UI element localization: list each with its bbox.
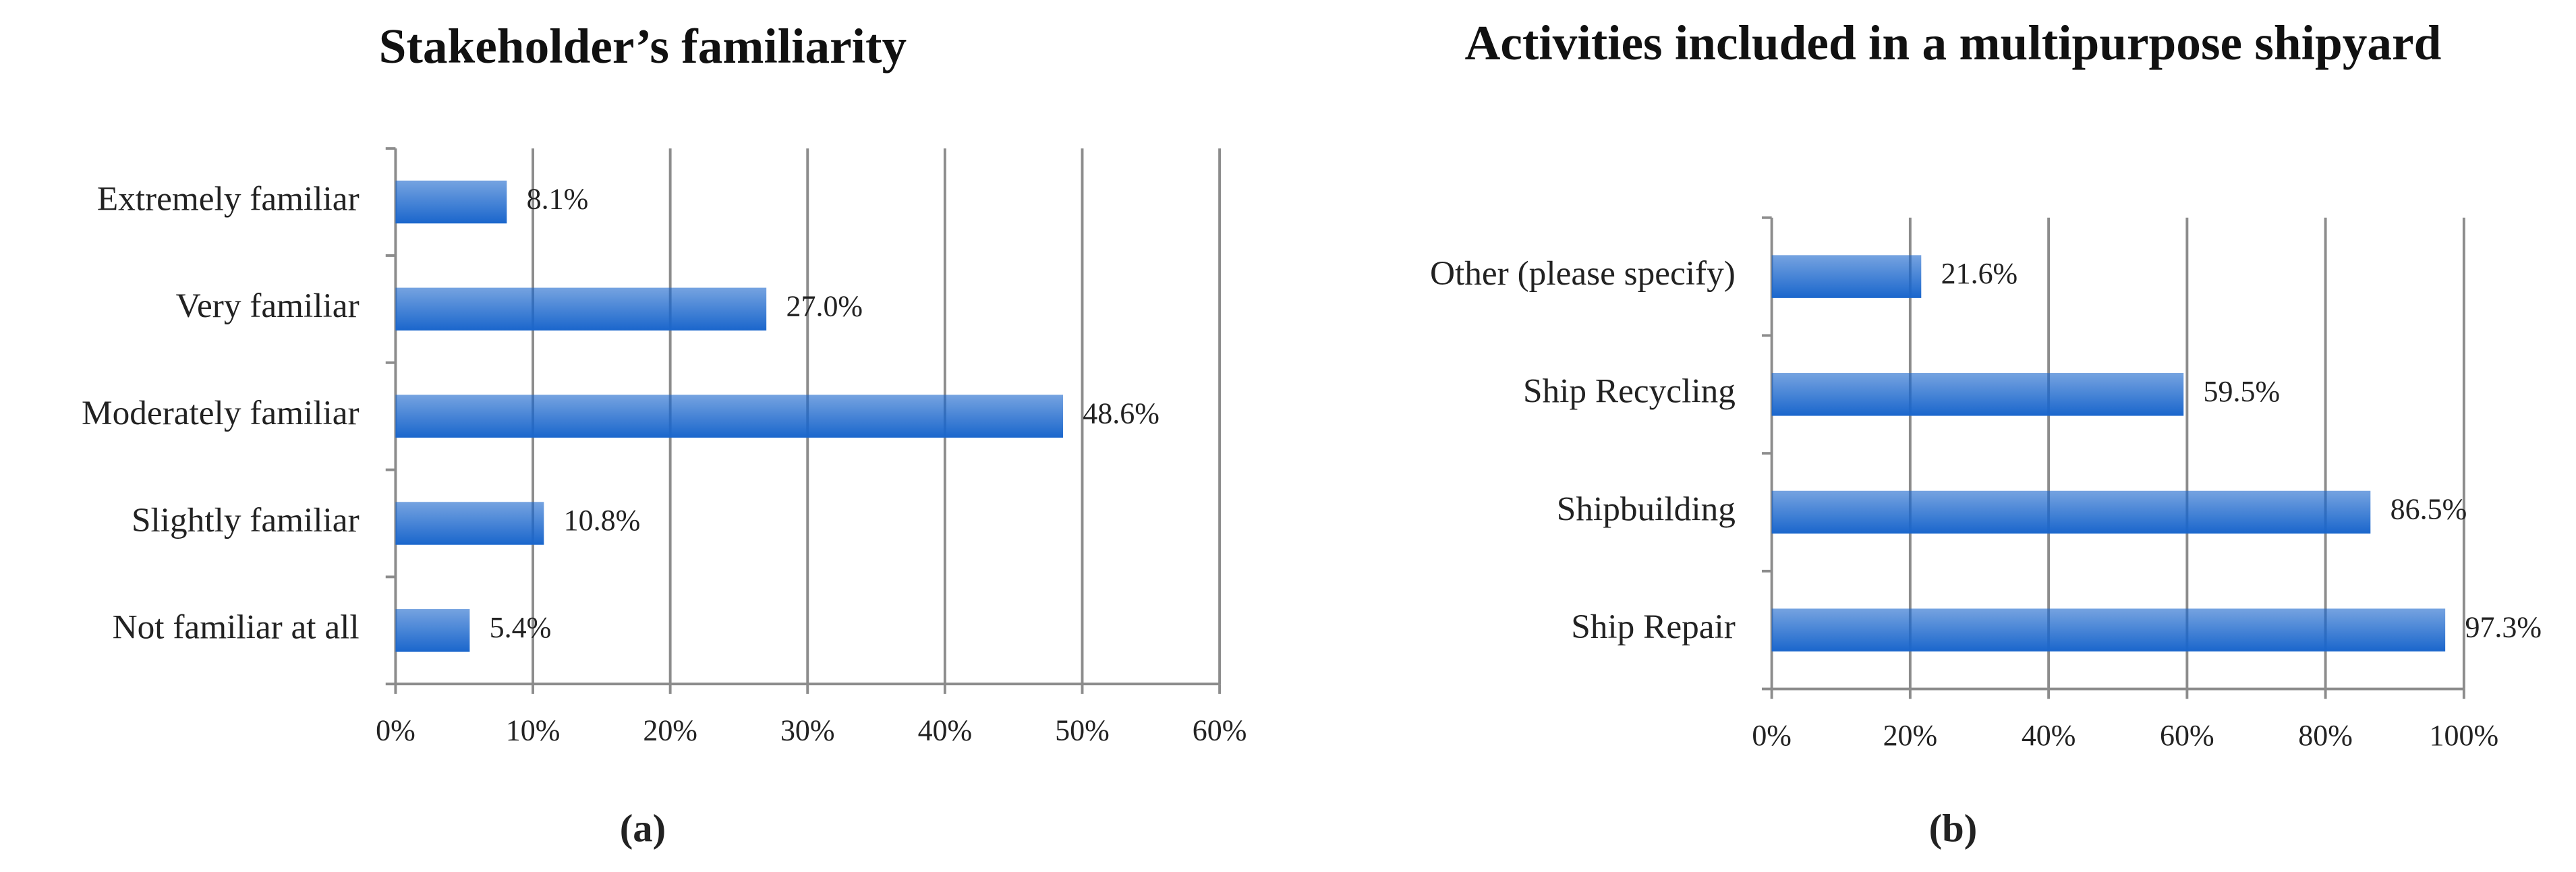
x-tick-label: 0%	[1752, 719, 1792, 752]
x-tick-label: 40%	[918, 714, 973, 747]
bar	[1771, 608, 2446, 651]
x-tick-label: 0%	[376, 714, 416, 747]
value-label: 59.5%	[2204, 375, 2281, 408]
bar	[1771, 255, 1922, 298]
value-label: 21.6%	[1941, 257, 2018, 290]
value-label: 8.1%	[527, 183, 589, 216]
x-tick-label: 40%	[2022, 719, 2076, 752]
x-tick-label: 10%	[506, 714, 561, 747]
y-tick-label: Extremely familiar	[97, 179, 360, 218]
x-tick-label: 60%	[1193, 714, 1247, 747]
x-tick-label: 20%	[1883, 719, 1938, 752]
caption: (b)	[1929, 807, 1978, 850]
chart-title: Stakeholder’s familiarity	[378, 20, 907, 75]
x-tick-label: 100%	[2430, 719, 2499, 752]
value-label: 27.0%	[786, 289, 863, 322]
x-tick-label: 80%	[2298, 719, 2353, 752]
bar	[395, 502, 544, 545]
chart-title: Activities included in a multipurpose sh…	[1464, 16, 2442, 71]
x-tick-label: 60%	[2160, 719, 2214, 752]
y-tick-label: Ship Recycling	[1523, 372, 1736, 411]
y-tick-label: Slightly familiar	[132, 501, 360, 540]
y-tick-label: Not familiar at all	[113, 608, 360, 647]
caption: (a)	[620, 807, 666, 850]
value-label: 97.3%	[2465, 610, 2542, 643]
x-tick-label: 20%	[643, 714, 697, 747]
x-tick-label: 50%	[1055, 714, 1110, 747]
value-label: 86.5%	[2391, 493, 2467, 526]
title-box: Activities included in a multipurpose sh…	[1464, 16, 2442, 71]
bar	[395, 287, 767, 331]
y-tick-label: Ship Repair	[1571, 608, 1736, 646]
value-label: 48.6%	[1083, 397, 1160, 430]
bar	[395, 180, 507, 224]
value-label: 5.4%	[490, 611, 552, 644]
bar	[1771, 490, 2371, 534]
bar	[395, 395, 1063, 438]
title-box: Stakeholder’s familiarity	[378, 20, 907, 75]
x-tick-label: 30%	[780, 714, 835, 747]
y-tick-label: Very familiar	[176, 287, 360, 325]
y-tick-label: Shipbuilding	[1557, 490, 1736, 528]
bar	[395, 609, 470, 652]
bar	[1771, 373, 2184, 416]
value-label: 10.8%	[564, 504, 641, 537]
y-tick-label: Moderately familiar	[82, 394, 360, 432]
y-tick-label: Other (please specify)	[1430, 254, 1736, 293]
